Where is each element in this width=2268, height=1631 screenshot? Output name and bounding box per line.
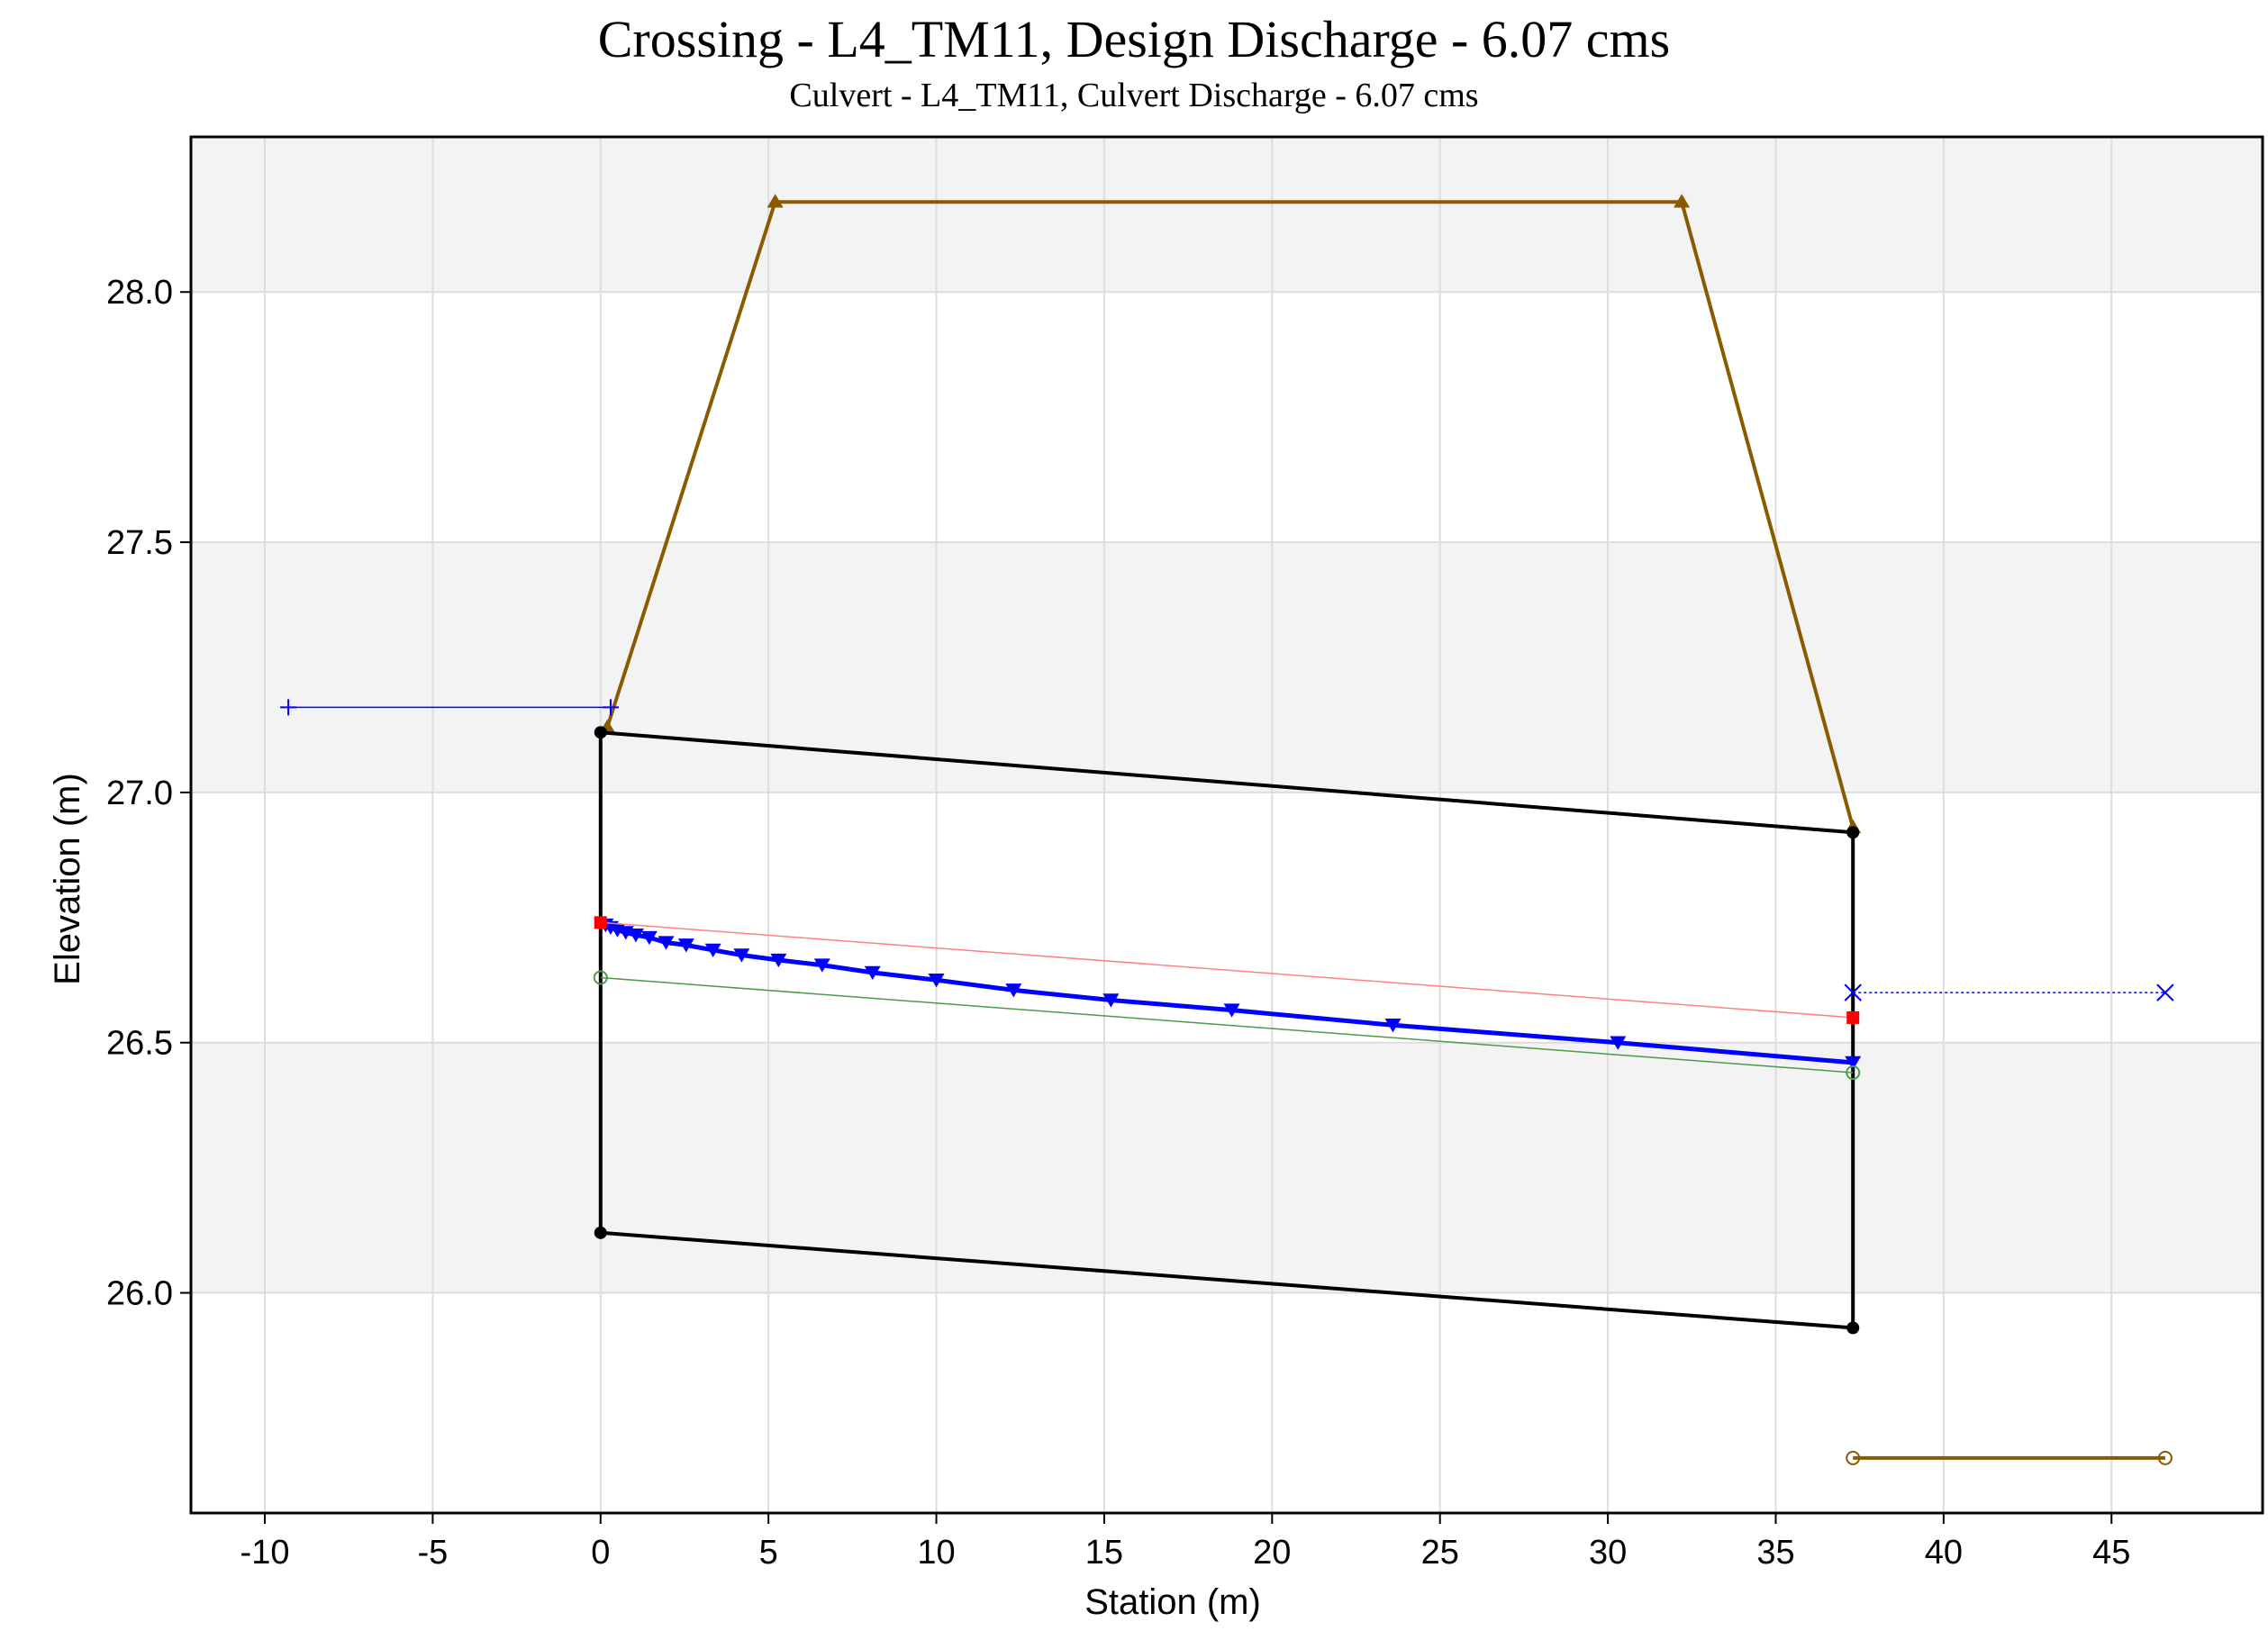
series-point — [677, 938, 694, 953]
series-point — [1102, 993, 1120, 1008]
y-tick-label: 27.0 — [106, 775, 173, 812]
series-point — [658, 936, 675, 950]
series-point — [594, 916, 607, 929]
series-point — [1845, 1056, 1862, 1071]
series-point — [770, 953, 787, 968]
x-tick-label: 25 — [1421, 1534, 1459, 1572]
series-line — [600, 976, 1854, 1074]
series-tailwater — [1844, 983, 2174, 1001]
series-layer — [280, 194, 2174, 1465]
grid-lines — [191, 137, 2263, 1513]
series-point — [704, 943, 721, 958]
chart-subtitle: Culvert - L4_TM11, Culvert Discharge - 6… — [789, 77, 1479, 114]
y-tick-label: 28.0 — [106, 274, 173, 312]
series-point — [1223, 1003, 1240, 1018]
chart-title: Crossing - L4_TM11, Design Discharge - 6… — [597, 10, 1671, 68]
series-point — [593, 970, 608, 985]
series-point — [864, 965, 881, 981]
grid-band-2 — [191, 1042, 2263, 1293]
x-axis: -10 -5 0 5 10 15 20 25 30 35 40 45 — [240, 1513, 2130, 1572]
series-point — [1005, 983, 1022, 998]
series-outlet-channel — [1846, 1450, 2173, 1465]
x-tick-label: 20 — [1253, 1534, 1291, 1572]
x-tick-label: 40 — [1925, 1534, 1963, 1572]
y-axis: 26.0 26.5 27.0 27.5 28.0 — [106, 274, 191, 1313]
y-tick-label: 26.5 — [106, 1025, 173, 1063]
x-tick-label: 15 — [1085, 1534, 1123, 1572]
series-culvert-bottom — [594, 1226, 1860, 1335]
plot-frame — [189, 135, 2264, 1515]
series-line — [605, 200, 1855, 829]
series-point — [767, 194, 784, 208]
series-point — [1844, 983, 1862, 1001]
x-tick-label: 30 — [1589, 1534, 1627, 1572]
y-axis-label: Elevation (m) — [48, 773, 87, 985]
x-tick-label: 10 — [917, 1534, 955, 1572]
series-point — [602, 699, 619, 716]
series-point — [928, 974, 945, 988]
x-tick-label: 5 — [759, 1534, 778, 1572]
series-energy-grade — [594, 916, 1860, 1024]
x-axis-label: Station (m) — [1084, 1582, 1261, 1622]
series-line — [599, 920, 1854, 1065]
series-line — [600, 1230, 1854, 1330]
series-point — [1846, 1450, 1861, 1465]
x-tick-label: 0 — [591, 1534, 610, 1572]
series-point — [280, 699, 297, 716]
series-point — [627, 929, 644, 943]
series-point — [1674, 194, 1691, 208]
series-point — [733, 948, 750, 963]
x-tick-label: 35 — [1756, 1534, 1794, 1572]
series-point — [1846, 1010, 1860, 1024]
series-point — [1610, 1036, 1627, 1050]
x-tick-label: -10 — [240, 1534, 290, 1572]
series-critical-depth — [593, 970, 1861, 1081]
grid-band-1 — [191, 542, 2263, 793]
series-point — [640, 930, 658, 946]
series-line — [600, 921, 1854, 1019]
series-water-surface — [597, 918, 1862, 1071]
series-point — [2156, 983, 2174, 1001]
grid-band-0 — [191, 137, 2263, 293]
series-headwater — [280, 699, 619, 716]
series-point — [1846, 1065, 1861, 1081]
series-point — [1384, 1019, 1402, 1033]
series-point — [2157, 1450, 2173, 1465]
x-tick-label: -5 — [417, 1534, 448, 1572]
y-tick-label: 26.0 — [106, 1275, 173, 1313]
series-point — [813, 958, 830, 973]
series-point — [1846, 1321, 1860, 1335]
y-tick-label: 27.5 — [106, 524, 173, 562]
x-tick-label: 45 — [2092, 1534, 2130, 1572]
series-point — [594, 1226, 607, 1239]
series-line — [600, 730, 1854, 835]
grid-bands — [191, 137, 2263, 1293]
